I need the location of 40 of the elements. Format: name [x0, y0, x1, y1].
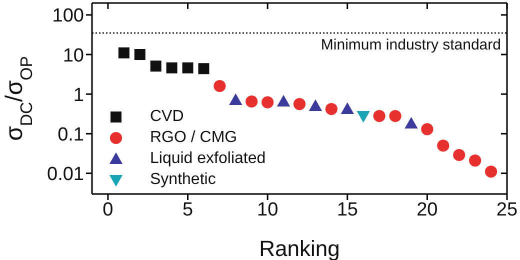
point: [437, 140, 450, 152]
x-tick-label: 5: [182, 199, 194, 220]
point: [308, 99, 322, 111]
point: [373, 110, 386, 122]
point: [198, 63, 210, 74]
point: [421, 123, 434, 136]
point: [182, 62, 194, 74]
y-tick-label: 100: [52, 6, 84, 27]
legend-label: Synthetic: [150, 170, 216, 188]
y-tick-label: 0.01: [47, 164, 84, 186]
point: [166, 62, 178, 74]
point: [404, 116, 418, 129]
point: [214, 80, 226, 92]
x-tick-label: 20: [416, 199, 438, 220]
point: [118, 47, 130, 58]
ref-line-label: Minimum industry standard: [320, 36, 501, 54]
point: [484, 166, 498, 178]
point: [134, 49, 146, 60]
point: [340, 102, 354, 114]
y-tick-label: 0.1: [58, 124, 84, 146]
legend-label: CVD: [150, 108, 184, 126]
point: [150, 60, 162, 72]
x-tick-label: 15: [336, 199, 358, 220]
x-tick-label: 0: [102, 199, 114, 220]
point: [293, 98, 306, 110]
point: [229, 93, 242, 105]
point: [246, 95, 258, 108]
point: [262, 96, 274, 108]
legend-label: Liquid exfoliated: [150, 150, 266, 168]
point: [356, 111, 370, 123]
point: [389, 110, 402, 122]
y-tick-label: 10: [62, 45, 84, 66]
legend-label: RGO / CMG: [150, 128, 238, 146]
point: [325, 102, 338, 116]
y-tick-label: 1: [73, 84, 84, 106]
x-tick-label: 10: [257, 199, 278, 220]
point: [276, 94, 290, 106]
x-tick-label: 25: [496, 199, 518, 220]
point: [453, 148, 466, 162]
point: [469, 154, 482, 167]
